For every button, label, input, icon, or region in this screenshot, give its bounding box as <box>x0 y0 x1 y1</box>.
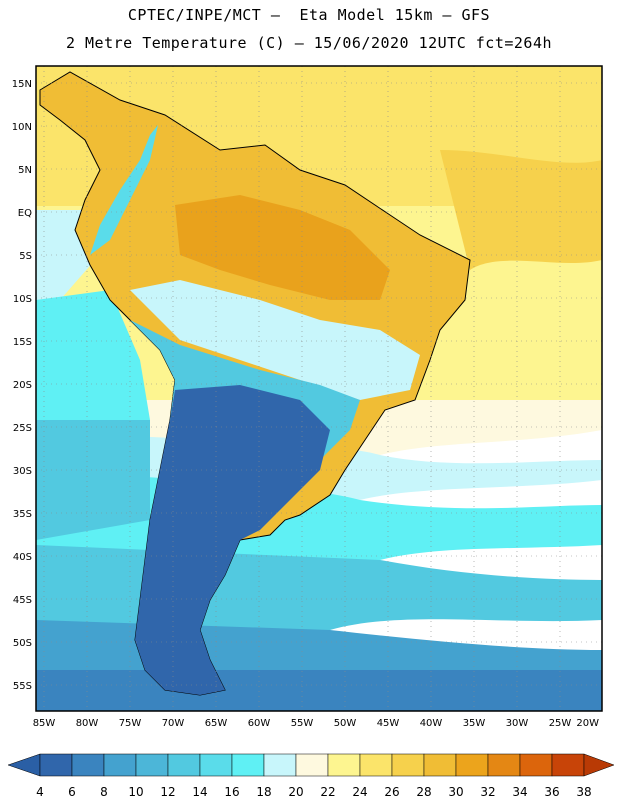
colorbar-swatch <box>39 753 73 777</box>
colorbar-level-label: 12 <box>160 785 175 799</box>
colorbar-swatch <box>135 753 169 777</box>
lat-label: 30S <box>13 466 32 477</box>
colorbar-level-label: 4 <box>36 785 44 799</box>
lon-label: 65W <box>205 718 228 729</box>
colorbar-swatch <box>455 753 489 777</box>
colorbar-level-label: 18 <box>256 785 271 799</box>
colorbar-level-label: 8 <box>100 785 108 799</box>
pacific-cool-patch-3 <box>36 420 150 540</box>
lat-label: 5S <box>19 251 32 262</box>
lon-label: 80W <box>76 718 99 729</box>
lon-label: 60W <box>248 718 271 729</box>
lon-label: 25W <box>549 718 572 729</box>
ocean-band-6 <box>36 670 602 711</box>
colorbar-swatch <box>423 753 457 777</box>
colorbar-swatch <box>359 753 393 777</box>
lon-label: 75W <box>119 718 142 729</box>
lat-label: 5N <box>18 165 32 176</box>
lat-label: 35S <box>13 509 32 520</box>
patagonia-cold-zone <box>135 385 330 695</box>
colorbar-swatch <box>71 753 105 777</box>
temperature-field <box>36 66 602 711</box>
lat-label: 10S <box>13 294 32 305</box>
colorbar-level-label: 34 <box>512 785 527 799</box>
lon-label: 20W <box>576 718 599 729</box>
colorbar-level-label: 26 <box>384 785 399 799</box>
andes-north-cold <box>90 125 158 255</box>
colorbar-swatch <box>231 753 265 777</box>
lon-label: 55W <box>291 718 314 729</box>
colorbar-swatch <box>327 753 361 777</box>
colorbar-level-label: 16 <box>224 785 239 799</box>
lon-label: 30W <box>506 718 529 729</box>
ocean-warm-patch <box>440 150 602 270</box>
colorbar-swatch <box>263 753 297 777</box>
colorbar-swatch <box>295 753 329 777</box>
colorbar-level-label: 36 <box>544 785 559 799</box>
colorbar-level-label: 6 <box>68 785 76 799</box>
lat-label: 40S <box>13 552 32 563</box>
colorbar-swatch <box>519 753 553 777</box>
lat-label: EQ <box>18 208 32 219</box>
lat-label: 45S <box>13 595 32 606</box>
lat-label: 15N <box>12 79 32 90</box>
colorbar-under-arrow <box>7 753 41 777</box>
lat-label: 10N <box>12 122 32 133</box>
amazon-hot-zone <box>175 195 390 300</box>
lon-label: 45W <box>377 718 400 729</box>
longitude-labels: 85W 80W 75W 70W 65W 60W 55W 50W 45W 40W … <box>33 718 599 729</box>
colorbar-level-label: 28 <box>416 785 431 799</box>
lat-label: 20S <box>13 380 32 391</box>
colorbar-swatch <box>199 753 233 777</box>
colorbar-swatch <box>103 753 137 777</box>
colorbar-over-arrow <box>583 753 615 777</box>
colorbar-swatch <box>167 753 201 777</box>
lat-label: 55S <box>13 681 32 692</box>
colorbar-level-label: 22 <box>320 785 335 799</box>
lat-label: 15S <box>13 337 32 348</box>
colorbar-level-label: 14 <box>192 785 207 799</box>
lon-label: 50W <box>334 718 357 729</box>
lon-label: 85W <box>33 718 56 729</box>
colorbar-level-label: 10 <box>128 785 143 799</box>
colorbar-level-label: 38 <box>576 785 591 799</box>
colorbar-level-label: 24 <box>352 785 367 799</box>
lon-label: 70W <box>162 718 185 729</box>
lat-label: 50S <box>13 638 32 649</box>
colorbar-swatch <box>551 753 585 777</box>
title-line-2: 2 Metre Temperature (C) – 15/06/2020 12U… <box>65 34 553 52</box>
latitude-labels: 15N 10N 5N EQ 5S 10S 15S 20S 25S 30S 35S… <box>12 79 32 692</box>
colorbar-level-label: 30 <box>448 785 463 799</box>
colorbar-level-label: 20 <box>288 785 303 799</box>
lon-label: 35W <box>463 718 486 729</box>
central-cool-band <box>130 280 420 400</box>
title-line-1: CPTEC/INPE/MCT – Eta Model 15km – GFS <box>127 6 491 24</box>
colorbar-swatch <box>391 753 425 777</box>
map-frame <box>35 65 603 712</box>
colorbar-level-label: 32 <box>480 785 495 799</box>
colorbar-swatch <box>487 753 521 777</box>
pacific-cool-patch-2 <box>36 290 150 430</box>
lat-label: 25S <box>13 423 32 434</box>
colorbar: 4 6 8 10 12 14 16 18 20 22 24 26 28 30 32 34 36 38 <box>7 753 615 799</box>
lon-label: 40W <box>420 718 443 729</box>
